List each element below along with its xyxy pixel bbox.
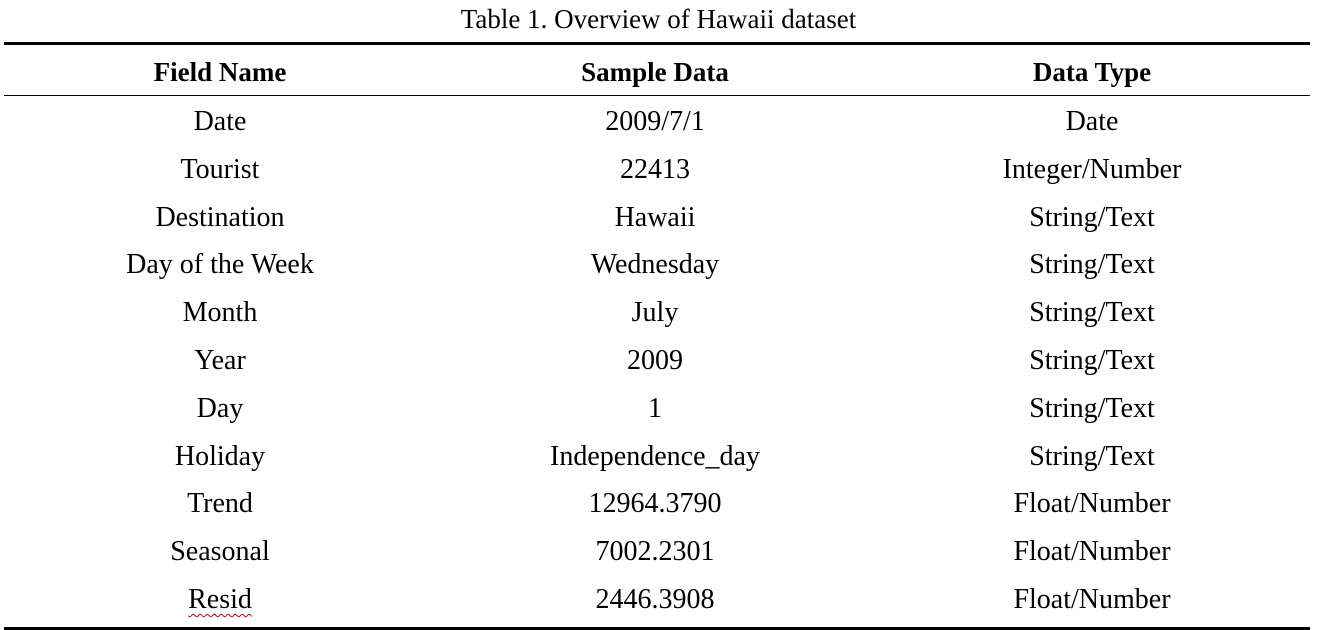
table-row: Date 2009/7/1 Date: [4, 98, 1310, 146]
field-name-cell: Holiday: [174, 440, 266, 472]
sample-data-cell: July: [631, 297, 679, 329]
data-type-cell: Date: [1065, 106, 1119, 137]
table-row: Holiday Independence_day String/Text: [4, 433, 1310, 481]
table-row: Seasonal 7002.2301 Float/Number: [4, 528, 1310, 576]
table-row: Day of the Week Wednesday String/Text: [4, 241, 1310, 289]
table-row: Month July String/Text: [4, 289, 1310, 337]
field-name-cell: Day of the Week: [126, 249, 314, 281]
sample-data-cell: Independence_day: [550, 440, 760, 472]
data-type-cell: Integer/Number: [1002, 153, 1182, 185]
data-type-cell: Float/Number: [1013, 536, 1171, 568]
field-name-cell: Year: [194, 344, 246, 376]
sample-data-cell: 12964.3790: [588, 488, 722, 520]
sample-data-cell: 1: [648, 392, 662, 424]
sample-data-cell: 2009: [627, 344, 683, 376]
data-type-cell: String/Text: [1029, 344, 1155, 376]
table-row: Resid 2446.3908 Float/Number: [4, 576, 1310, 624]
sample-data-cell: 22413: [620, 153, 690, 185]
field-name-cell: Destination: [155, 201, 285, 233]
sample-data-cell: Wednesday: [590, 249, 720, 281]
data-type-cell: Float/Number: [1013, 583, 1171, 615]
data-type-cell: String/Text: [1029, 392, 1155, 424]
field-name-cell: Trend: [187, 488, 253, 520]
data-type-cell: String/Text: [1029, 249, 1155, 281]
field-name-cell: Seasonal: [170, 536, 270, 568]
table-body: Date 2009/7/1 Date Tourist 22413 Integer…: [4, 96, 1310, 627]
table-row: Trend 12964.3790 Float/Number: [4, 480, 1310, 528]
field-name-cell: Date: [193, 106, 247, 137]
header-data-type: Data Type: [1032, 57, 1152, 87]
table-row: Tourist 22413 Integer/Number: [4, 146, 1310, 194]
bottom-rule: [4, 626, 1310, 630]
top-rule: [4, 42, 1310, 45]
data-type-cell: Float/Number: [1013, 488, 1171, 520]
field-name-cell: Resid: [4, 576, 436, 624]
data-type-cell: String/Text: [1029, 440, 1155, 472]
sample-data-cell: 2009/7/1: [605, 106, 705, 137]
sample-data-cell: Hawaii: [614, 201, 696, 233]
table-row: Year 2009 String/Text: [4, 337, 1310, 385]
header-rule: [4, 95, 1310, 96]
table-row: Destination Hawaii String/Text: [4, 194, 1310, 242]
table-row: Day 1 String/Text: [4, 385, 1310, 433]
sample-data-cell: 7002.2301: [595, 536, 715, 568]
header-field-name: Field Name: [153, 57, 287, 87]
header-sample-data: Sample Data: [581, 57, 729, 87]
sample-data-cell: 2446.3908: [595, 583, 715, 615]
field-name-cell: Tourist: [180, 153, 260, 185]
field-name-cell: Day: [196, 392, 244, 424]
table-caption: Table 1. Overview of Hawaii dataset: [460, 4, 857, 34]
data-type-cell: String/Text: [1029, 297, 1155, 329]
table-header-row: Field Name Sample Data Data Type: [4, 45, 1310, 95]
data-table: Field Name Sample Data Data Type Date 20…: [4, 42, 1310, 630]
spellcheck-underlined-text: Resid: [188, 583, 252, 615]
data-type-cell: String/Text: [1029, 201, 1155, 233]
field-name-cell: Month: [182, 297, 258, 329]
